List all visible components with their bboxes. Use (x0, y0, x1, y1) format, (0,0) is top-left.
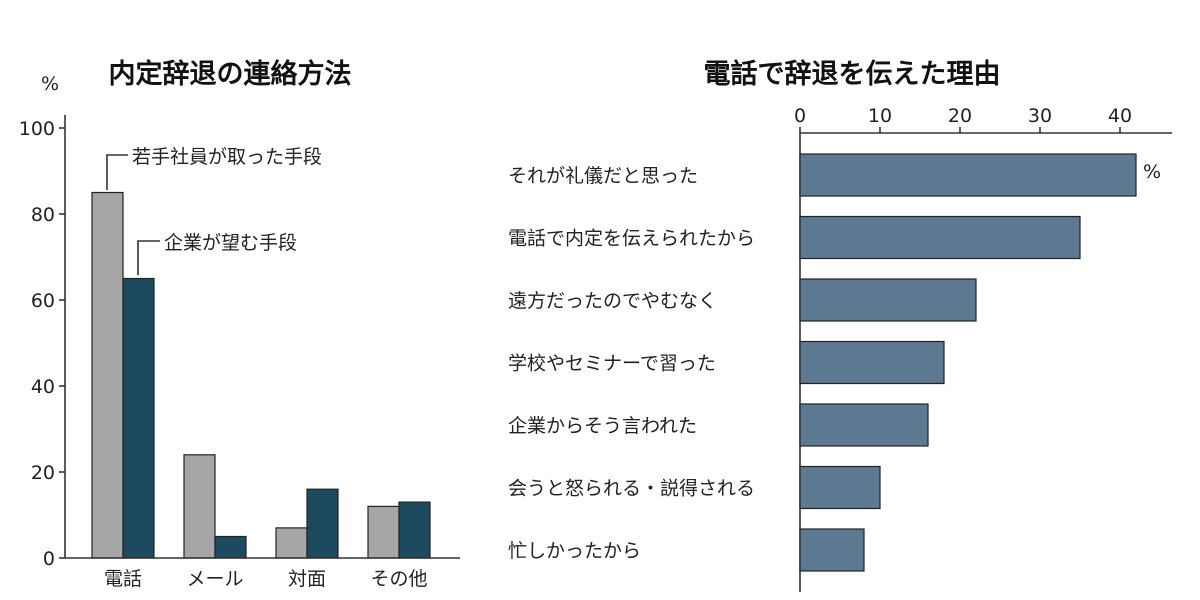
left-bars (91, 191, 431, 559)
right-category-labels: それが礼儀だと思った電話で内定を伝えられたから遠方だったのでやむなく学校やセミナ… (508, 165, 755, 562)
left-chart: 内定辞退の連絡方法 % 0 20 40 60 80 100 電話 メール 対面 その他 若手社員… (19, 58, 460, 590)
bar-employee-3 (367, 505, 400, 559)
left-category-label: 対面 (288, 568, 326, 590)
bar-company-0 (122, 277, 155, 559)
reason-label: 企業からそう言われた (508, 415, 697, 437)
reason-bar-2 (799, 278, 977, 322)
left-y-tick-label: 40 (31, 376, 55, 398)
legend-series-1: 若手社員が取った手段 (132, 146, 322, 168)
reason-label: それが礼儀だと思った (508, 165, 698, 187)
left-category-label: その他 (370, 568, 427, 590)
reason-bar-0 (799, 153, 1137, 197)
bar-company-3 (398, 501, 431, 559)
left-y-tick-label: 20 (31, 462, 55, 484)
left-y-tick-label: 80 (31, 204, 55, 226)
right-x-ticks: 0 10 20 30 40 (794, 105, 1132, 133)
legend-series-2: 企業が望む手段 (164, 232, 297, 254)
legend-leader-line-1 (106, 154, 128, 190)
right-x-tick-label: 40 (1108, 105, 1132, 127)
right-bars (799, 153, 1137, 572)
left-y-tick-label: 100 (19, 118, 55, 140)
reason-label: 会うと怒られる・説得される (508, 478, 755, 500)
bar-employee-0 (91, 191, 124, 559)
left-category-label: 電話 (104, 568, 142, 590)
left-category-label: メール (186, 568, 243, 590)
left-chart-title: 内定辞退の連絡方法 (109, 58, 352, 90)
right-chart: 電話で辞退を伝えた理由 0 10 20 30 40 それが礼儀だと思った電話で内定を伝え… (508, 58, 1172, 592)
left-category-labels: 電話 メール 対面 その他 (104, 568, 428, 590)
right-x-tick-label: 0 (794, 105, 806, 127)
right-x-tick-label: 30 (1028, 105, 1052, 127)
right-x-tick-label: 20 (948, 105, 972, 127)
right-x-tick-label: 10 (868, 105, 892, 127)
left-y-unit: % (41, 73, 59, 95)
bar-company-2 (306, 488, 339, 559)
reason-bar-4 (799, 403, 929, 447)
reason-bar-5 (799, 465, 881, 510)
left-y-tick-label: 0 (43, 548, 55, 570)
reason-bar-6 (799, 528, 865, 572)
bar-company-1 (214, 535, 247, 559)
bar-employee-1 (183, 454, 216, 559)
bar-employee-2 (275, 527, 308, 559)
right-unit-label: % (1143, 161, 1161, 183)
reason-label: 学校やセミナーで習った (508, 353, 716, 375)
right-chart-title: 電話で辞退を伝えた理由 (704, 58, 1001, 90)
left-y-ticks: 0 20 40 60 80 100 (19, 118, 65, 570)
reason-bar-3 (799, 340, 945, 385)
reason-bar-1 (799, 215, 1081, 260)
reason-label: 忙しかったから (508, 540, 641, 562)
left-y-tick-label: 60 (31, 290, 55, 312)
legend-leader-line-2 (137, 240, 160, 275)
reason-label: 遠方だったのでやむなく (508, 290, 717, 312)
reason-label: 電話で内定を伝えられたから (508, 228, 755, 250)
